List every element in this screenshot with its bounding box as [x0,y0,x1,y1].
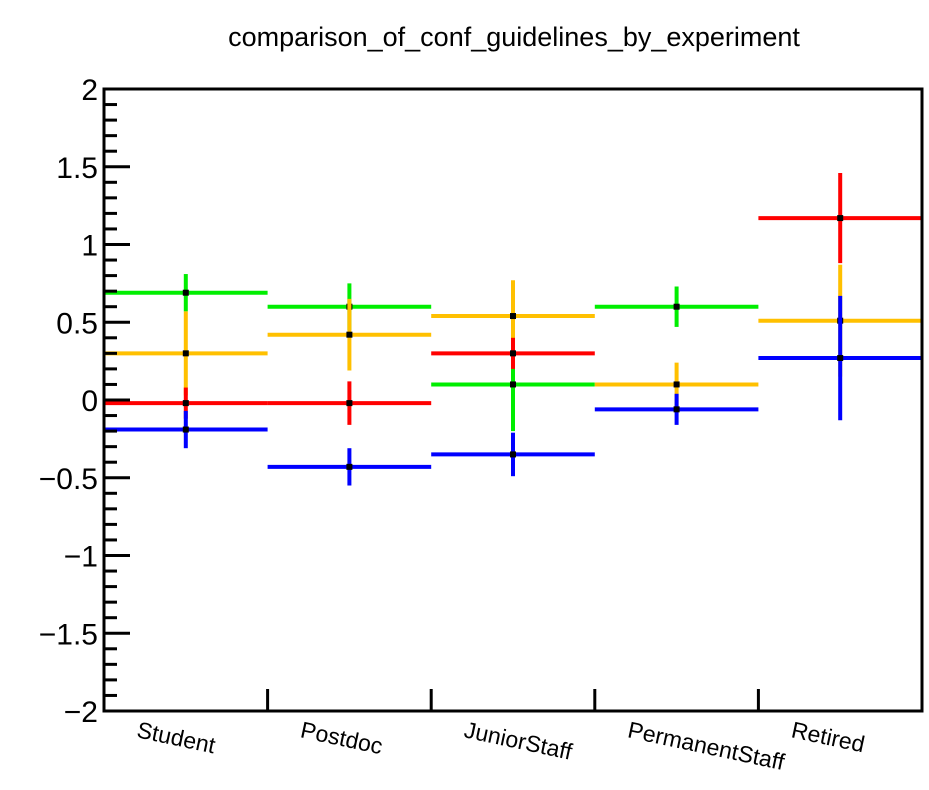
point-marker [673,381,680,388]
point-marker [510,350,516,357]
point-marker [182,350,189,357]
data-point [431,337,595,369]
data-point [267,381,432,425]
x-tick-label: Student [135,716,219,758]
data-point [594,286,759,327]
point-marker [510,451,516,458]
point-marker [346,400,353,407]
point-marker [673,406,680,413]
x-tick-label: Postdoc [298,716,385,759]
data-point [267,298,432,371]
point-marker [510,381,516,388]
point-marker [346,463,353,470]
y-tick-label: −1 [64,541,98,574]
data-point [104,410,268,449]
chart-title: comparison_of_conf_guidelines_by_experim… [228,22,800,52]
point-marker [182,400,189,407]
data-point [104,311,268,396]
x-tick-label: JuniorStaff [462,716,575,764]
data-point [104,274,268,312]
series-3 [104,295,922,486]
y-tick-label: 1.5 [56,152,98,185]
data-point [594,393,759,425]
point-marker [837,355,844,362]
point-marker [182,426,189,433]
x-tick-label: PermanentStaff [626,716,788,775]
y-tick-label: −0.5 [39,463,98,496]
y-tick-label: −2 [64,696,98,729]
data-point [758,172,922,264]
point-marker [837,215,844,222]
y-tick-label: −1.5 [39,618,98,651]
x-tick-label: Retired [789,716,867,757]
y-tick-label: 0 [81,385,98,418]
data-layer [104,172,922,486]
point-marker [673,303,680,310]
y-tick-label: 2 [81,74,98,107]
axis-layer: −2 −1.5 −1 −0.5 0 0.5 1 1.5 2 Student Postdoc Junio… [39,74,867,775]
point-marker [510,313,516,320]
y-tick-label: 1 [81,230,98,263]
data-point [267,448,432,486]
data-point [758,295,922,421]
y-tick-label: 0.5 [56,307,98,340]
point-marker [346,331,353,338]
series-1 [104,264,922,407]
data-point [431,432,595,477]
point-marker [182,289,189,296]
